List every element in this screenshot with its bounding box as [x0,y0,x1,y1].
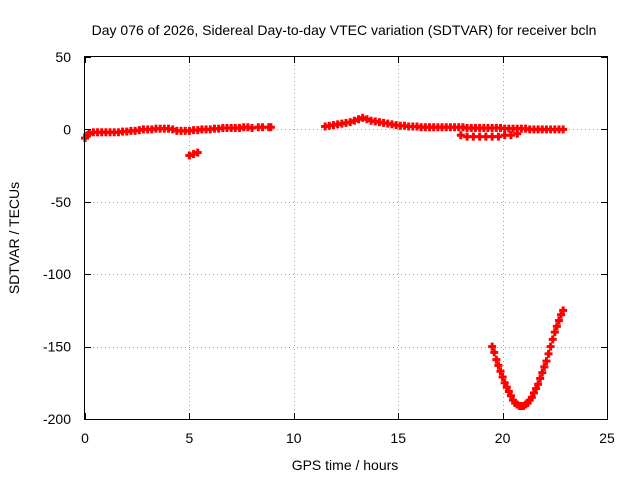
y-tick-label: -50 [51,194,71,210]
data-point [506,391,515,400]
data-point [527,393,536,402]
y-tick-label: 50 [55,49,71,65]
tick-labels: 0 5 10 15 20 25 50 0 -50 -100 -150 -200 [43,49,615,446]
data-point [550,328,559,337]
chart-title: Day 076 of 2026, Sidereal Day-to-day VTE… [92,22,597,38]
y-tick-label: 0 [63,121,71,137]
data-point [193,148,202,157]
data-point [534,380,543,389]
data-point [548,335,557,344]
x-tick-label: 0 [81,430,89,446]
x-axis-label: GPS time / hours [292,457,399,473]
y-tick-label: -100 [43,266,71,282]
data-point [544,349,553,358]
y-tick-label: -150 [43,339,71,355]
data-point [496,367,505,376]
data-point [498,373,507,382]
data-point [538,368,547,377]
data-point [557,310,566,319]
data-point [529,388,538,397]
data-point [554,316,563,325]
x-tick-label: 20 [495,430,511,446]
plot-frame [84,56,608,420]
data-point [532,384,541,393]
data-point [502,383,511,392]
data-point [513,129,522,138]
x-tick-label: 5 [186,430,194,446]
x-tick-label: 15 [390,430,406,446]
data-point [266,123,275,132]
axis-ticks [85,57,608,420]
y-axis-label: SDTVAR / TECUs [6,182,22,294]
data-point [490,348,499,357]
x-tick-label: 25 [599,430,615,446]
data-point [559,306,568,315]
data-point [542,357,551,366]
data-point [540,362,549,371]
data-point [504,387,513,396]
data-point [500,378,509,387]
data-point [536,374,545,383]
data-point [494,361,503,370]
data-point [552,322,561,331]
data-point [546,342,555,351]
data-point [492,355,501,364]
grid [85,57,607,419]
data-point [559,125,568,134]
data-points [81,113,568,410]
y-tick-label: -200 [43,411,71,427]
data-point [488,342,497,351]
x-tick-label: 10 [286,430,302,446]
